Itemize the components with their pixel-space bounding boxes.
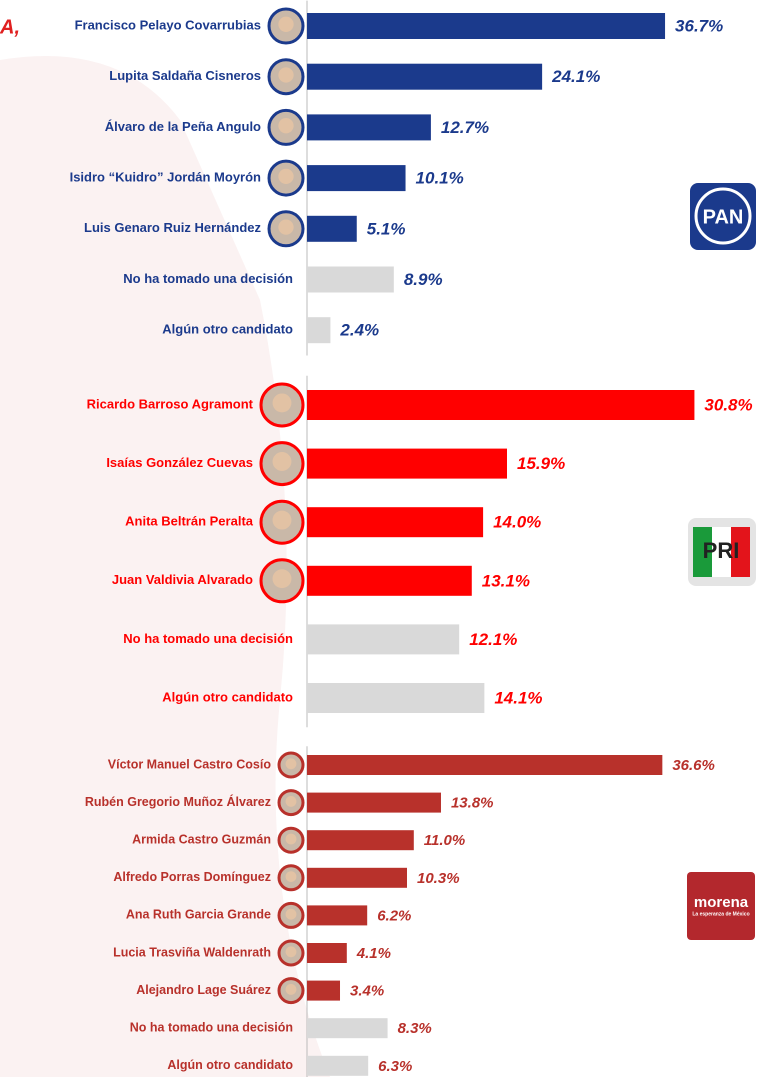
title-fragment: A, — [0, 16, 20, 38]
category-label: Ricardo Barroso Agramont — [87, 396, 254, 411]
category-label: Luis Genaro Ruiz Hernández — [84, 220, 261, 235]
value-label: 13.1% — [482, 571, 530, 590]
category-label: Alfredo Porras Domínguez — [113, 870, 271, 884]
value-label: 36.7% — [675, 16, 723, 35]
value-label: 6.3% — [378, 1058, 412, 1075]
bar — [307, 830, 414, 850]
logo-text: morena — [694, 894, 749, 911]
category-label: Anita Beltrán Peralta — [125, 514, 254, 529]
category-label: Juan Valdivia Alvarado — [112, 572, 253, 587]
value-label: 24.1% — [551, 67, 600, 86]
morena-logo: morena La esperanza de México — [687, 872, 755, 940]
value-label: 14.1% — [494, 688, 542, 707]
avatar-face — [273, 452, 292, 471]
pri-logo: PRI — [688, 518, 756, 586]
page: A, PAN PRI morena La esperanza de México… — [0, 0, 774, 1077]
bar — [307, 165, 406, 191]
bar — [307, 624, 459, 654]
category-label: Alejandro Lage Suárez — [136, 983, 271, 997]
value-label: 11.0% — [424, 832, 465, 849]
category-label: Ana Ruth Garcia Grande — [126, 908, 271, 922]
value-label: 13.8% — [451, 795, 494, 812]
value-label: 12.7% — [441, 118, 489, 137]
bar — [307, 793, 441, 813]
category-label: Lupita Saldaña Cisneros — [109, 68, 261, 83]
category-label: Armida Castro Guzmán — [132, 832, 271, 846]
avatar-face — [273, 511, 292, 530]
bar — [307, 267, 394, 293]
avatar-face — [273, 393, 292, 412]
avatar-face — [273, 569, 292, 588]
value-label: 6.2% — [377, 907, 411, 924]
value-label: 3.4% — [350, 983, 384, 1000]
value-label: 14.0% — [493, 513, 541, 532]
chart: A, PAN PRI morena La esperanza de México… — [0, 0, 774, 1077]
value-label: 15.9% — [517, 454, 565, 473]
category-label: Algún otro candidato — [167, 1058, 293, 1072]
bar — [307, 943, 347, 963]
logo-subtitle: La esperanza de México — [692, 911, 749, 917]
avatar-face — [286, 909, 297, 920]
value-label: 8.3% — [398, 1020, 432, 1037]
avatar-face — [278, 67, 293, 82]
bar — [307, 1056, 368, 1076]
bar — [307, 317, 330, 343]
bar — [307, 905, 367, 925]
value-label: 10.3% — [417, 870, 460, 887]
bar — [307, 868, 407, 888]
avatar-face — [286, 758, 297, 769]
category-label: Isaías González Cuevas — [106, 455, 253, 470]
bar — [307, 390, 694, 420]
category-label: Algún otro candidato — [162, 322, 293, 337]
avatar-face — [278, 169, 293, 184]
avatar-face — [286, 834, 297, 845]
bar — [307, 13, 665, 39]
bar — [307, 1018, 388, 1038]
bar — [307, 566, 472, 596]
bar — [307, 683, 484, 713]
category-label: Víctor Manuel Castro Cosío — [108, 757, 272, 771]
value-label: 36.6% — [672, 757, 715, 774]
category-label: Algún otro candidato — [162, 689, 293, 704]
avatar-face — [278, 219, 293, 234]
avatar-face — [286, 871, 297, 882]
category-label: Álvaro de la Peña Angulo — [105, 119, 261, 134]
value-label: 8.9% — [404, 270, 443, 289]
bar — [307, 981, 340, 1001]
avatar-face — [286, 796, 297, 807]
category-label: Rubén Gregorio Muñoz Álvarez — [85, 794, 271, 809]
bar — [307, 507, 483, 537]
bar — [307, 216, 357, 242]
bar — [307, 114, 431, 140]
pan-logo: PAN — [690, 183, 756, 250]
category-label: No ha tomado una decisión — [130, 1020, 293, 1034]
avatar-face — [286, 946, 297, 957]
category-label: Lucia Trasviña Waldenrath — [113, 945, 271, 959]
logo-text: PAN — [703, 206, 744, 228]
category-label: Francisco Pelayo Covarrubias — [75, 17, 261, 32]
value-label: 12.1% — [469, 630, 517, 649]
bar — [307, 755, 662, 775]
avatar-face — [278, 17, 293, 32]
category-label: Isidro “Kuidro” Jordán Moyrón — [70, 170, 261, 185]
bar — [307, 64, 542, 90]
logo-text: PRI — [703, 538, 740, 563]
avatar-face — [286, 984, 297, 995]
value-label: 5.1% — [367, 219, 406, 238]
value-label: 4.1% — [356, 945, 391, 962]
bar — [307, 449, 507, 479]
category-label: No ha tomado una decisión — [123, 271, 293, 286]
category-label: No ha tomado una decisión — [123, 631, 293, 646]
value-label: 2.4% — [339, 321, 379, 340]
value-label: 10.1% — [416, 169, 464, 188]
avatar-face — [278, 118, 293, 133]
value-label: 30.8% — [704, 395, 752, 414]
